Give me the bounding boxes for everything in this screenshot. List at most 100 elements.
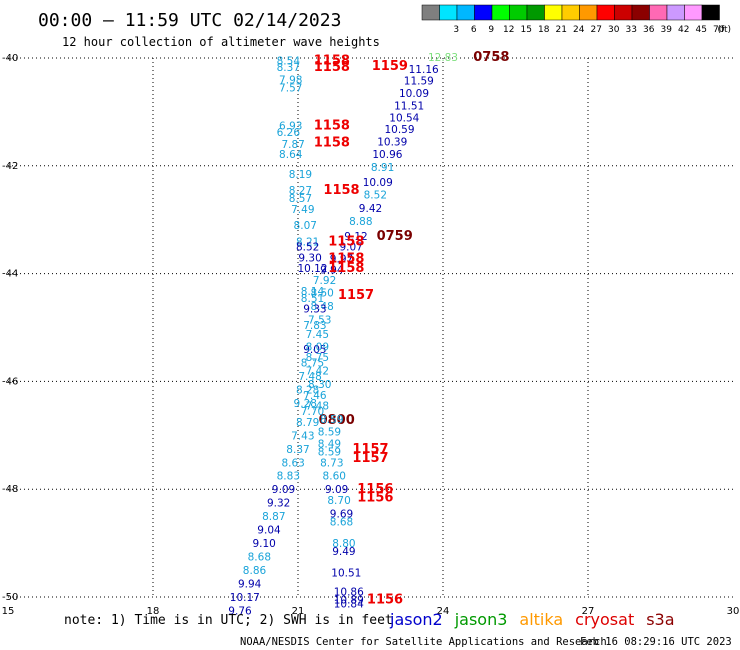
wave-height-label: 11.16 [409,64,439,76]
scale-swatch [666,4,685,21]
wave-height-label: 8.80 [332,538,355,550]
wave-height-label: 10.09 [363,177,393,189]
wave-height-label: 8.59 [318,427,341,439]
wave-height-label: 8.27 [289,185,312,197]
y-tick-label: -44 [2,269,18,280]
time-label: 1157 [352,442,388,457]
time-label: 0758 [473,50,509,65]
scale-unit: (ft) [718,25,732,35]
wave-height-label: 8.54 [277,56,301,68]
wave-height-label: 8.57 [289,193,312,205]
wave-height-label: 7.83 [303,320,326,332]
wave-height-label: 9.42 [359,203,382,215]
scale-swatch [526,4,545,21]
wave-height-label: 8.37 [277,62,300,74]
wave-height-label: 8.19 [289,169,312,181]
wave-height-label: 10.89 [334,595,364,607]
time-label: 0800 [319,413,355,428]
scale-swatch [596,4,615,21]
wave-height-label: 9.49 [332,546,355,558]
time-label: 1156 [357,482,393,497]
footer-note: note: 1) Time is in UTC; 2) SWH is in fe… [64,613,393,628]
y-tick-label: -40 [2,53,18,64]
wave-height-label: 10.54 [389,112,419,124]
wave-height-label: 11.51 [394,100,424,112]
wave-height-label: 8.59 [320,414,343,426]
wave-height-label: 10.84 [334,598,364,610]
scale-label: 70 [713,25,725,35]
x-tick-label: 30 [727,606,740,617]
scale-label: 21 [556,25,567,35]
wave-height-label: 8.48 [310,301,333,313]
chart-title: 00:00 – 11:59 UTC 02/14/2023 [38,10,341,31]
time-label: 1156 [367,593,403,608]
scale-label: 18 [538,25,550,35]
time-label: 1158 [314,60,350,75]
scale-swatch [474,4,493,21]
wave-height-label: 6.26 [277,127,301,139]
legend-item-altika: altika [519,610,563,629]
wave-height-label: 9.33 [303,304,326,316]
time-label: 1158 [328,261,364,276]
time-label: 1158 [314,118,350,133]
scale-label: 3 [453,25,459,35]
scale-label: 39 [661,25,673,35]
wave-height-label: 8.88 [349,216,372,228]
scale-label: 33 [626,25,637,35]
wave-height-label: 9.04 [257,525,281,537]
time-label: 1157 [352,451,388,466]
wave-height-label: 8.30 [308,379,331,391]
time-label: 1158 [314,54,350,69]
wave-height-label: 8.21 [296,236,319,248]
wave-height-label: 6.93 [279,120,302,132]
scale-swatch [491,4,510,21]
x-tick-label: 21 [292,606,305,617]
time-label: 1158 [328,252,364,267]
wave-height-label: 8.86 [243,565,267,577]
wave-height-label: 9.97 [330,254,353,266]
wave-height-label: 10.12 [297,263,327,275]
wave-height-label: 8.68 [330,517,353,529]
wave-height-label: 9.32 [267,498,290,510]
legend-item-jason2: jason2 [389,610,443,629]
color-scale: 3 6 9 12 15 18 21 24 27 30 33 36 39 42 45 70(ft) [421,4,732,35]
satellite-legend: jason2 jason3 altika cryosat s3a [389,610,675,629]
wave-height-label: 12.83 [428,52,458,64]
scale-swatch [421,4,440,21]
x-tick-label: 27 [582,606,595,617]
time-label: 0759 [377,229,413,244]
wave-height-label: 8.50 [310,287,333,299]
wave-height-label: 8.87 [262,511,285,523]
x-tick-label: 18 [147,606,160,617]
wave-height-label: 8.91 [371,162,394,174]
scale-swatch [456,4,475,21]
scale-label: 6 [471,25,477,35]
wave-height-label: 8.63 [281,457,304,469]
wave-height-label: 7.48 [298,371,321,383]
wave-height-label: 8.64 [279,149,303,161]
footer-credit: NOAA/NESDIS Center for Satellite Applica… [240,636,607,648]
scale-swatch [701,4,720,21]
wave-height-label: 10.09 [399,88,429,100]
wave-height-label: 8.28 [296,384,319,396]
wave-height-label: 9.94 [320,264,344,276]
wave-height-label: 8.52 [296,242,319,254]
wave-height-label: 8.14 [301,286,325,298]
scale-swatch [579,4,598,21]
time-label: 1156 [357,490,393,505]
scale-swatch [614,4,633,21]
wave-height-label: 9.09 [272,484,295,496]
wave-height-label: 9.94 [238,579,262,591]
wave-height-label: 9.69 [330,508,353,520]
time-label: 1158 [328,234,364,249]
wave-height-label: 7.53 [308,314,331,326]
wave-height-label: 7.98 [279,75,302,87]
time-label: 1158 [323,183,359,198]
y-tick-label: -42 [2,161,18,172]
scale-label: 36 [643,25,655,35]
scale-swatch [544,4,563,21]
scale-label: 27 [591,25,602,35]
wave-height-label: 7.92 [313,275,336,287]
legend-item-jason3: jason3 [454,610,508,629]
